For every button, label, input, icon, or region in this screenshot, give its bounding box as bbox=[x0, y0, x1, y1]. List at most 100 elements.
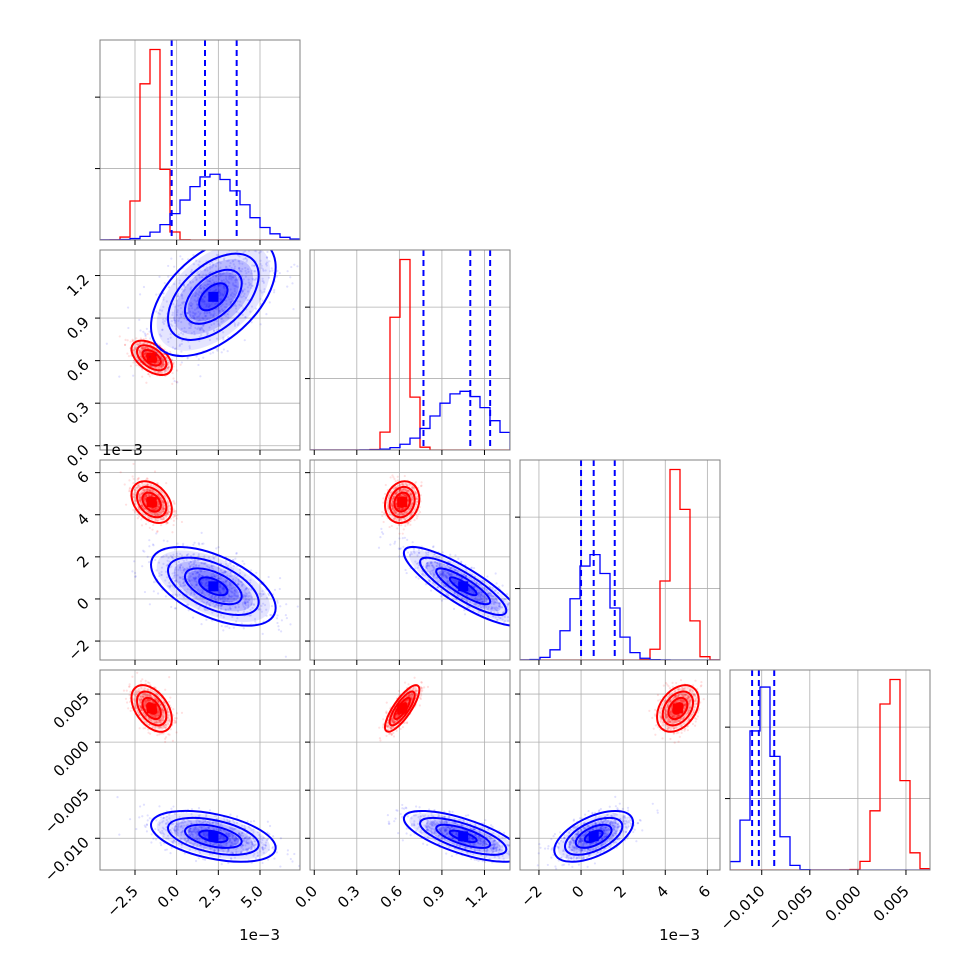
sample-point bbox=[230, 266, 233, 270]
sample-point bbox=[394, 486, 397, 490]
sample-point bbox=[141, 342, 144, 345]
sample-point bbox=[201, 285, 205, 288]
sample-point bbox=[160, 365, 163, 368]
sample-point bbox=[193, 308, 196, 311]
sample-point bbox=[158, 572, 161, 575]
sample-point bbox=[195, 595, 198, 599]
sample-point bbox=[231, 587, 234, 590]
sample-point bbox=[432, 566, 435, 569]
sample-point bbox=[213, 310, 216, 313]
sample-point bbox=[144, 497, 147, 500]
sample-point bbox=[189, 313, 192, 317]
sample-point bbox=[160, 499, 163, 502]
sample-point bbox=[235, 620, 238, 623]
sample-point bbox=[441, 571, 445, 574]
sample-point bbox=[266, 250, 269, 254]
sample-point bbox=[235, 552, 238, 555]
sample-point bbox=[278, 271, 281, 275]
sample-point bbox=[227, 259, 230, 262]
sample-point bbox=[252, 278, 255, 281]
sample-point bbox=[415, 517, 418, 520]
sample-point bbox=[405, 510, 408, 514]
sample-point bbox=[425, 566, 428, 569]
sample-point bbox=[183, 326, 186, 330]
sample-point bbox=[226, 579, 229, 582]
sample-point bbox=[511, 636, 513, 638]
sample-point bbox=[153, 490, 156, 494]
sample-point bbox=[160, 371, 164, 374]
sample-point bbox=[167, 362, 170, 365]
sample-point bbox=[201, 589, 205, 592]
sample-point bbox=[239, 270, 242, 273]
sample-point bbox=[386, 505, 390, 508]
sample-point bbox=[189, 311, 192, 314]
sample-point bbox=[182, 314, 186, 318]
sample-point bbox=[259, 250, 262, 253]
sample-point bbox=[406, 538, 409, 541]
sample-point bbox=[152, 581, 156, 584]
sample-point bbox=[185, 311, 189, 315]
sample-point bbox=[398, 484, 402, 487]
sample-point bbox=[166, 368, 169, 371]
sample-point bbox=[218, 590, 222, 593]
sample-point bbox=[394, 512, 397, 515]
sample-point bbox=[237, 578, 240, 582]
sample-point bbox=[172, 574, 175, 578]
sample-point bbox=[234, 557, 237, 560]
sample-point bbox=[205, 278, 209, 281]
sample-point bbox=[179, 303, 182, 307]
sample-point bbox=[403, 494, 406, 497]
sample-point bbox=[400, 507, 403, 510]
sample-point bbox=[270, 267, 273, 270]
sample-point bbox=[195, 576, 198, 579]
sample-point bbox=[221, 292, 224, 296]
sample-point bbox=[199, 569, 203, 572]
sample-point bbox=[244, 602, 247, 605]
sample-point bbox=[211, 594, 214, 597]
sample-point bbox=[167, 504, 171, 507]
sample-point bbox=[200, 591, 204, 594]
sample-point bbox=[189, 297, 192, 300]
sample-point bbox=[218, 309, 221, 312]
sample-point bbox=[259, 297, 262, 301]
sample-point bbox=[210, 573, 213, 576]
sample-point bbox=[227, 597, 230, 600]
sample-point bbox=[403, 494, 406, 498]
sample-point bbox=[234, 274, 237, 277]
sample-point bbox=[148, 489, 151, 492]
sample-point bbox=[198, 573, 201, 576]
sample-point bbox=[215, 275, 218, 278]
sample-point bbox=[148, 489, 152, 492]
sample-point bbox=[198, 291, 201, 294]
sample-point bbox=[211, 275, 214, 278]
sample-point bbox=[187, 578, 190, 581]
sample-point bbox=[158, 511, 161, 514]
sample-point bbox=[234, 284, 238, 287]
sample-point bbox=[242, 627, 245, 630]
sample-point bbox=[199, 284, 202, 287]
sample-point bbox=[244, 606, 247, 610]
sample-point bbox=[200, 327, 203, 330]
sample-point bbox=[188, 579, 191, 583]
sample-point bbox=[226, 312, 229, 315]
sample-point bbox=[210, 566, 214, 569]
sample-point bbox=[193, 299, 196, 302]
sample-point bbox=[207, 602, 211, 606]
sample-point bbox=[161, 506, 164, 509]
sample-point bbox=[394, 491, 398, 494]
sample-point bbox=[448, 567, 451, 570]
sample-point bbox=[211, 351, 215, 354]
sample-point bbox=[215, 574, 218, 577]
sample-point bbox=[187, 562, 191, 565]
sample-point bbox=[139, 499, 142, 502]
sample-point bbox=[161, 503, 164, 506]
sample-point bbox=[218, 324, 222, 328]
sample-point bbox=[179, 569, 182, 572]
sample-point bbox=[406, 510, 409, 513]
sample-point bbox=[149, 511, 152, 514]
sample-point bbox=[231, 260, 234, 263]
sample-point bbox=[155, 569, 158, 572]
sample-point bbox=[406, 521, 409, 524]
sample-point bbox=[176, 514, 179, 517]
sample-point bbox=[398, 489, 401, 493]
